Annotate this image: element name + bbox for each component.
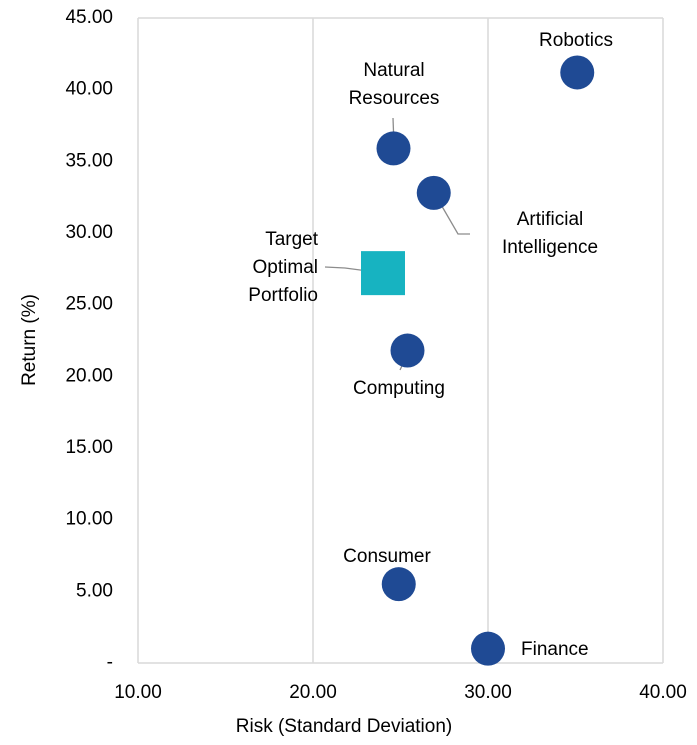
point-label: Computing	[353, 378, 445, 399]
y-tick-label: 25.00	[65, 294, 113, 315]
point	[376, 131, 411, 166]
y-tick-label: -	[107, 652, 113, 673]
x-tick-label: 10.00	[114, 682, 162, 703]
x-axis-title: Risk (Standard Deviation)	[236, 716, 452, 737]
point	[416, 175, 451, 210]
y-axis-title: Return (%)	[19, 294, 40, 386]
y-tick-label: 45.00	[65, 7, 113, 28]
x-tick-label: 20.00	[289, 682, 337, 703]
y-tick-label: 40.00	[65, 79, 113, 100]
y-tick-label: 35.00	[65, 150, 113, 171]
point-label: Natural Resources	[349, 60, 440, 109]
point-label: Consumer	[343, 546, 431, 567]
x-tick-label: 40.00	[639, 682, 687, 703]
point	[381, 567, 416, 602]
x-tick-label: 30.00	[464, 682, 512, 703]
y-tick-label: 10.00	[65, 509, 113, 530]
y-tick-label: 20.00	[65, 365, 113, 386]
point	[390, 333, 425, 368]
leader-line	[435, 195, 470, 235]
point	[361, 251, 405, 296]
point-label: Robotics	[539, 30, 613, 51]
point	[471, 631, 505, 666]
point-label: Finance	[521, 639, 589, 660]
point	[560, 55, 595, 90]
y-tick-label: 5.00	[76, 580, 113, 601]
y-tick-label: 15.00	[65, 437, 113, 458]
point-label: Artificial Intelligence	[502, 209, 598, 258]
y-tick-label: 30.00	[65, 222, 113, 243]
point-label: Target Optimal Portfolio	[248, 229, 318, 306]
